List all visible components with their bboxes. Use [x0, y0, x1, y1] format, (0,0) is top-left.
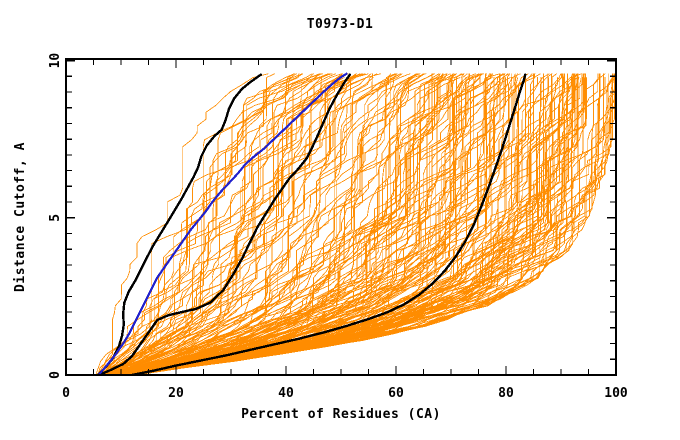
prediction-curve [118, 73, 471, 375]
x-tick-label: 100 [604, 386, 628, 401]
prediction-curve [113, 73, 440, 375]
tick-marks [65, 59, 617, 376]
y-axis-title: Distance Cutoff, A [13, 142, 28, 292]
prediction-curve [113, 73, 427, 375]
prediction-curve [115, 73, 465, 375]
prediction-curve [130, 73, 553, 375]
reference-curve [130, 73, 527, 375]
reference-curves [96, 72, 527, 375]
prediction-curve [107, 73, 378, 375]
chart-title: T0973-D1 [307, 17, 374, 32]
prediction-curve [120, 73, 483, 375]
prediction-curve [105, 73, 361, 375]
prediction-curve [107, 73, 347, 375]
prediction-curve [111, 77, 413, 375]
reference-curve [97, 73, 351, 375]
prediction-curve [131, 73, 600, 375]
prediction-curve [105, 77, 356, 375]
prediction-curve [106, 73, 343, 375]
prediction-curve [104, 77, 367, 375]
prediction-curve [132, 73, 614, 375]
prediction-curve [111, 73, 373, 375]
prediction-curve [127, 73, 578, 375]
prediction-curve [119, 73, 504, 375]
prediction-curve [131, 73, 579, 375]
prediction-curve [131, 77, 587, 375]
prediction-curve [110, 73, 397, 375]
prediction-curve [100, 73, 313, 375]
x-axis-title: Percent of Residues (CA) [241, 407, 441, 422]
prediction-curve [107, 73, 398, 375]
prediction-curve [114, 73, 443, 375]
prediction-curve [116, 73, 480, 375]
prediction-curve [113, 77, 393, 375]
prediction-ensemble-curves [95, 73, 616, 375]
prediction-curve [110, 77, 374, 375]
y-tick-label: 10 [48, 53, 63, 69]
prediction-curve [100, 73, 320, 375]
prediction-curve [104, 73, 398, 375]
prediction-curve [118, 77, 511, 375]
prediction-curve [115, 73, 433, 375]
prediction-curve [103, 73, 323, 375]
prediction-curve [98, 73, 295, 375]
prediction-curve [121, 73, 486, 375]
prediction-curve [108, 73, 396, 375]
prediction-curve [134, 77, 600, 375]
prediction-curve [101, 73, 331, 375]
prediction-curve [124, 77, 542, 375]
prediction-curve [132, 77, 616, 375]
prediction-curve [132, 73, 616, 375]
x-tick-label: 0 [62, 386, 70, 401]
prediction-curve [102, 73, 333, 375]
prediction-curve [131, 73, 599, 375]
prediction-curve [100, 73, 322, 375]
tick-labels: 0 20 40 60 80 100 0 5 10 [48, 53, 628, 401]
prediction-curve [109, 73, 401, 375]
prediction-curve [115, 73, 491, 375]
x-tick-label: 60 [388, 386, 404, 401]
prediction-curve [119, 77, 513, 375]
y-tick-label: 5 [48, 214, 63, 222]
prediction-curve [104, 73, 343, 375]
prediction-curve [106, 73, 372, 375]
y-tick-label: 0 [48, 371, 63, 379]
prediction-curve [112, 73, 455, 375]
prediction-curve [114, 73, 448, 375]
prediction-curve [130, 73, 578, 375]
prediction-curve [120, 73, 481, 375]
prediction-curve [118, 73, 500, 375]
prediction-curve [104, 77, 355, 375]
prediction-curve [125, 73, 549, 375]
prediction-curve [95, 73, 275, 375]
prediction-curve [133, 77, 616, 375]
x-tick-label: 40 [278, 386, 294, 401]
x-tick-label: 80 [498, 386, 514, 401]
prediction-curve [115, 77, 461, 375]
prediction-curve [132, 73, 610, 375]
prediction-curve [117, 73, 441, 375]
prediction-curve [130, 73, 573, 375]
prediction-curve [107, 73, 357, 375]
x-tick-label: 20 [168, 386, 184, 401]
reference-curve [96, 73, 262, 375]
prediction-curve [127, 73, 562, 375]
prediction-curve [114, 73, 403, 375]
highlight-curve [97, 72, 348, 375]
prediction-curve [107, 77, 354, 375]
prediction-curve [122, 73, 521, 375]
prediction-curve [118, 77, 446, 375]
prediction-curve [103, 73, 369, 375]
prediction-curve [128, 73, 578, 375]
prediction-curve [121, 77, 509, 375]
